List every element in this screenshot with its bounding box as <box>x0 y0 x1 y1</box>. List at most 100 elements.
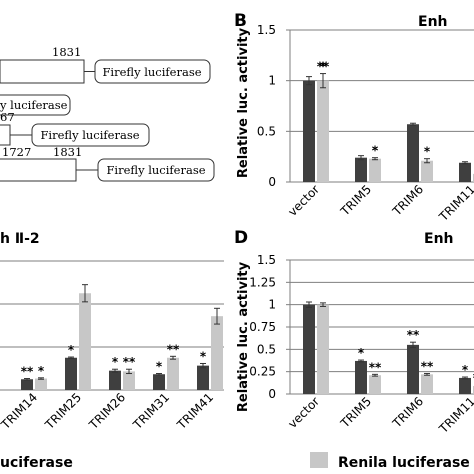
bar <box>317 304 329 394</box>
x-tick-label: TRIM6 <box>389 182 426 219</box>
x-tick-label: TRIM41 <box>174 390 216 432</box>
x-tick-label: TRIM11 <box>436 182 474 224</box>
luciferase-label: Firefly luciferase <box>102 65 201 79</box>
significance-label: ** <box>317 60 330 74</box>
significance-label: ** <box>123 355 136 369</box>
position-label: 1831 <box>53 145 82 159</box>
bar <box>109 370 121 390</box>
bar <box>211 316 223 390</box>
luciferase-box <box>97 158 215 182</box>
y-tick-label: 1 <box>268 298 276 312</box>
bar <box>459 162 471 182</box>
bar <box>355 360 367 394</box>
bar <box>197 365 209 390</box>
bar <box>79 293 91 390</box>
y-tick-label: 1.5 <box>257 23 276 37</box>
panel-d-title: Enh <box>424 231 454 247</box>
x-tick-label: TRIM6 <box>389 394 426 431</box>
bar <box>459 377 471 394</box>
bar <box>153 374 165 390</box>
y-tick-label: 1.25 <box>249 275 276 289</box>
significance-label: * <box>372 144 379 158</box>
significance-label: ** <box>21 365 34 379</box>
bar <box>355 157 367 182</box>
bar <box>317 80 329 182</box>
significance-label: * <box>156 360 163 374</box>
panel-d-y-axis-label: Relative luc. activity <box>236 261 251 412</box>
significance-label: * <box>200 349 207 363</box>
bar <box>407 344 419 394</box>
y-tick-label: 0 <box>268 175 276 189</box>
bar <box>65 357 77 390</box>
significance-label: * <box>462 363 469 377</box>
luciferase-label: Firefly luciferase <box>40 128 139 142</box>
legend-label-firefly: uciferase <box>0 455 73 471</box>
bar <box>369 375 381 394</box>
bar <box>303 80 315 182</box>
significance-label: ** <box>473 371 474 385</box>
x-tick-label: TRIM26 <box>86 390 128 432</box>
x-tick-label: vector <box>285 394 322 431</box>
panel-letter-d: D <box>234 228 248 248</box>
significance-label: * <box>112 355 119 369</box>
y-tick-label: 0.5 <box>257 342 276 356</box>
chart-panel-b: 00.511.5***vector**TRIM5*TRIM6*TRIM11 <box>257 23 474 225</box>
luciferase-box <box>31 123 150 147</box>
construct-diagrams: 1831 Firefly luciferase y luciferase 67 … <box>0 45 215 182</box>
significance-label: * <box>372 144 379 158</box>
x-tick-label: TRIM31 <box>130 390 172 432</box>
luciferase-box <box>94 59 211 84</box>
x-tick-label: vector <box>285 182 322 219</box>
bar <box>369 158 381 182</box>
construct-row-1: 1831 Firefly luciferase <box>0 45 211 84</box>
bar <box>21 379 33 390</box>
y-tick-label: 0.5 <box>257 124 276 138</box>
significance-label: * <box>68 343 75 357</box>
chart-panel-d: 00.250.50.7511.251.5vector***TRIM5****TR… <box>249 253 474 437</box>
construct-row-3: 67 Firefly luciferase <box>0 110 150 147</box>
x-tick-label: TRIM25 <box>42 390 84 432</box>
luciferase-label: Firefly luciferase <box>106 163 205 177</box>
luciferase-label: y luciferase <box>0 98 68 112</box>
position-label: 1831 <box>52 45 81 59</box>
promoter-box <box>0 59 85 84</box>
panel-c-title: h Ⅱ-2 <box>0 231 40 247</box>
bar <box>421 374 433 394</box>
significance-label: * <box>424 145 431 159</box>
promoter-box <box>0 158 77 182</box>
panel-letter-b: B <box>234 11 247 31</box>
bar <box>167 357 179 390</box>
construct-row-2: y luciferase <box>0 94 71 116</box>
y-tick-label: 1.5 <box>257 253 276 267</box>
bar <box>123 371 135 390</box>
bar <box>35 378 47 390</box>
y-tick-label: 0 <box>268 387 276 401</box>
legend-label-renila: Renila luciferase <box>338 455 470 471</box>
construct-row-4: 1727 1831 Firefly luciferase <box>0 145 215 182</box>
y-tick-label: 0.25 <box>249 365 276 379</box>
significance-label: * <box>320 60 327 74</box>
promoter-box <box>0 124 11 146</box>
x-tick-label: TRIM11 <box>436 394 474 436</box>
significance-label: ** <box>407 328 420 342</box>
y-tick-label: 1 <box>268 74 276 88</box>
significance-label: * <box>38 364 45 378</box>
panel-b-title: Enh <box>418 14 448 30</box>
bar <box>303 304 315 394</box>
legend: uciferase Renila luciferase <box>0 452 470 471</box>
significance-label: ** <box>421 359 434 373</box>
luciferase-box <box>0 94 71 116</box>
x-tick-label: TRIM14 <box>0 390 40 432</box>
significance-label: * <box>358 346 365 360</box>
chart-panel-c: ** *TRIM14*TRIM25* **TRIM26***TRIM31*TRIM4… <box>0 260 224 433</box>
x-tick-label: TRIM5 <box>337 182 374 219</box>
legend-swatch-renila <box>310 452 328 468</box>
position-label: 1727 <box>2 145 31 159</box>
x-tick-label: TRIM5 <box>337 394 374 431</box>
panel-b-y-axis-label: Relative luc. activity <box>236 27 251 178</box>
bar <box>421 160 433 182</box>
position-label: 67 <box>0 110 15 124</box>
bar <box>407 124 419 182</box>
y-tick-label: 0.75 <box>249 320 276 334</box>
